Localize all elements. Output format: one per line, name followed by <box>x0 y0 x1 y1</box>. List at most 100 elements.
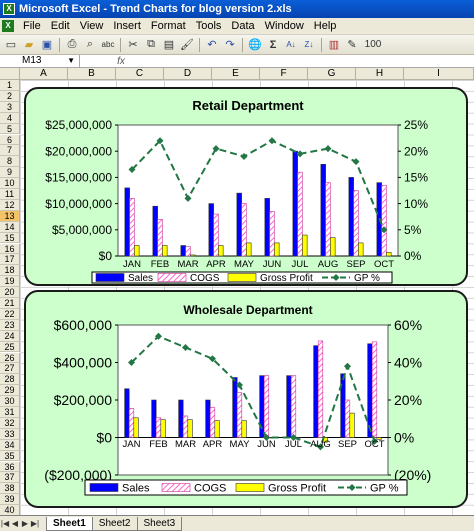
cut-icon[interactable]: ✂ <box>128 39 138 51</box>
row-header-23[interactable]: 23 <box>0 319 20 331</box>
row-header-11[interactable]: 11 <box>0 189 20 200</box>
row-header-19[interactable]: 19 <box>0 276 20 288</box>
row-header-28[interactable]: 28 <box>0 374 20 386</box>
menu-insert[interactable]: Insert <box>113 20 141 32</box>
menu-file[interactable]: File <box>23 20 41 32</box>
spelling-icon[interactable]: abc <box>101 40 115 49</box>
sort-ascending-icon[interactable]: A↓ <box>286 40 296 49</box>
row-header-26[interactable]: 26 <box>0 352 20 364</box>
row-header-12[interactable]: 12 <box>0 199 20 211</box>
fx-icon[interactable]: fx <box>117 55 125 67</box>
row-header-32[interactable]: 32 <box>0 417 20 429</box>
row-header-39[interactable]: 39 <box>0 494 20 506</box>
wholesale-chart[interactable]: Wholesale Department $600,000 $400,000 $200… <box>24 290 468 508</box>
column-header-d[interactable]: D <box>164 68 212 80</box>
name-box[interactable]: M13 ▼ <box>0 54 80 68</box>
column-header-a[interactable]: A <box>20 68 68 80</box>
row-header-31[interactable]: 31 <box>0 407 20 418</box>
save-icon[interactable]: ▣ <box>41 39 53 51</box>
row-header-30[interactable]: 30 <box>0 396 20 407</box>
row-header-14[interactable]: 14 <box>0 221 20 233</box>
tab-sheet2[interactable]: Sheet2 <box>91 516 138 531</box>
gross-profit-bar <box>386 252 392 257</box>
row-header-9[interactable]: 9 <box>0 167 20 179</box>
autosum-icon[interactable]: Σ <box>269 38 277 51</box>
open-icon[interactable]: ▰ <box>24 39 34 51</box>
row-header-13[interactable]: 13 <box>0 210 20 222</box>
workbook-icon[interactable]: X <box>2 20 14 32</box>
row-header-38[interactable]: 38 <box>0 483 20 495</box>
row-header-37[interactable]: 37 <box>0 472 20 484</box>
last-sheet-icon[interactable]: ▶| <box>30 519 40 528</box>
menu-tools[interactable]: Tools <box>195 20 222 32</box>
row-header-29[interactable]: 29 <box>0 385 20 397</box>
redo-icon[interactable]: ↷ <box>225 39 235 51</box>
menu-help[interactable]: Help <box>313 20 337 32</box>
row-header-8[interactable]: 8 <box>0 156 20 168</box>
category-label: SEP <box>338 439 357 450</box>
column-header-c[interactable]: C <box>116 68 164 80</box>
next-sheet-icon[interactable]: ▶ <box>21 519 29 528</box>
zoom-value[interactable]: 100 <box>364 39 382 50</box>
worksheet-grid[interactable]: A B C D E F G H I 1 2 3 4 5 6 7 8 9 10 11 12 13 14 15 1… <box>0 68 474 515</box>
chevron-down-icon[interactable]: ▼ <box>67 55 75 65</box>
column-header-g[interactable]: G <box>308 68 356 80</box>
sort-descending-icon[interactable]: Z↓ <box>304 40 314 49</box>
menu-edit[interactable]: Edit <box>50 20 70 32</box>
row-header-6[interactable]: 6 <box>0 134 20 146</box>
hyperlink-icon[interactable]: 🌐 <box>248 39 262 51</box>
chart-wizard-icon[interactable]: ▥ <box>328 39 340 51</box>
cogs-bar <box>129 198 135 257</box>
row-header-1[interactable]: 1 <box>0 80 20 91</box>
row-header-24[interactable]: 24 <box>0 330 20 342</box>
row-header-34[interactable]: 34 <box>0 439 20 451</box>
right-axis-tick-label: 10% <box>404 197 428 211</box>
row-header-20[interactable]: 20 <box>0 287 20 298</box>
window-title: Microsoft Excel - Trend Charts for blog … <box>19 3 292 15</box>
excel-icon[interactable]: X <box>3 3 15 15</box>
menu-format[interactable]: Format <box>150 20 186 32</box>
menu-view[interactable]: View <box>79 20 104 32</box>
row-header-16[interactable]: 16 <box>0 243 20 255</box>
row-header-35[interactable]: 35 <box>0 450 20 462</box>
gp-percent-point <box>212 145 220 153</box>
first-sheet-icon[interactable]: |◀ <box>0 519 10 528</box>
prev-sheet-icon[interactable]: ◀ <box>11 519 19 528</box>
row-header-18[interactable]: 18 <box>0 265 20 277</box>
row-header-10[interactable]: 10 <box>0 178 20 189</box>
column-header-h[interactable]: H <box>356 68 404 80</box>
column-header-e[interactable]: E <box>212 68 260 80</box>
column-header-i[interactable]: I <box>404 68 474 80</box>
print-preview-icon[interactable]: ⌕ <box>86 38 94 50</box>
row-header-4[interactable]: 4 <box>0 112 20 124</box>
row-header-15[interactable]: 15 <box>0 232 20 244</box>
row-header-21[interactable]: 21 <box>0 298 20 309</box>
row-header-2[interactable]: 2 <box>0 90 20 102</box>
tab-sheet3[interactable]: Sheet3 <box>136 516 183 531</box>
row-header-7[interactable]: 7 <box>0 145 20 157</box>
copy-icon[interactable]: ⧉ <box>147 38 155 50</box>
menu-window[interactable]: Window <box>264 20 304 32</box>
drawing-icon[interactable]: ✎ <box>347 39 357 51</box>
row-header-17[interactable]: 17 <box>0 254 20 266</box>
row-header-36[interactable]: 36 <box>0 461 20 473</box>
tab-sheet1[interactable]: Sheet1 <box>46 516 93 531</box>
print-icon[interactable]: ⎙ <box>67 38 77 50</box>
select-all-corner[interactable] <box>0 68 20 80</box>
column-header-f[interactable]: F <box>260 68 308 80</box>
row-header-22[interactable]: 22 <box>0 308 20 320</box>
column-header-b[interactable]: B <box>68 68 116 80</box>
undo-icon[interactable]: ↶ <box>207 39 217 51</box>
row-header-3[interactable]: 3 <box>0 101 20 113</box>
row-header-33[interactable]: 33 <box>0 428 20 440</box>
menu-data[interactable]: Data <box>231 20 255 32</box>
retail-chart[interactable]: Retail Department $25,000,000 $20,000,000 $… <box>24 87 468 286</box>
row-header-27[interactable]: 27 <box>0 363 20 375</box>
row-header-25[interactable]: 25 <box>0 341 20 353</box>
gp-percent-point <box>352 158 360 166</box>
format-painter-icon[interactable]: 🖌 <box>180 39 194 51</box>
paste-icon[interactable]: ▤ <box>163 39 175 51</box>
row-header-40[interactable]: 40 <box>0 505 20 515</box>
row-header-5[interactable]: 5 <box>0 123 20 135</box>
new-icon[interactable]: ▭ <box>5 39 17 51</box>
